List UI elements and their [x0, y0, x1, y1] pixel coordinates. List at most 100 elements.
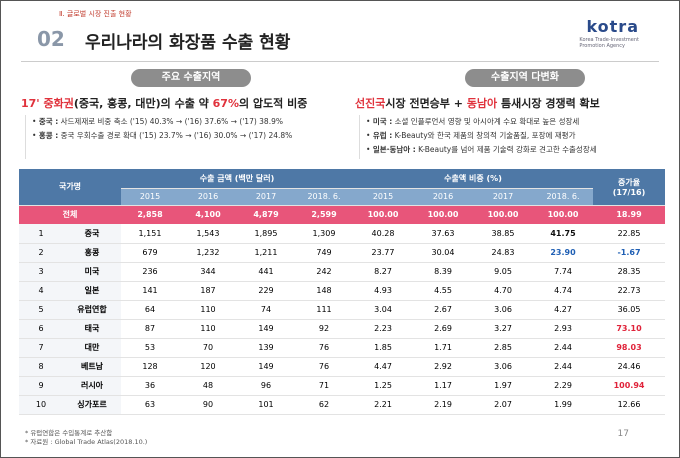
cell: 일본: [63, 281, 121, 301]
cell: 149: [237, 319, 295, 339]
bullet-text: K-Beauty와 한국 제품의 창의적 기술품질, 포장에 재평가: [394, 131, 576, 140]
table-row: 3 미국 236 344 441 242 8.27 8.39 9.05 7.74 28.35: [19, 262, 666, 282]
cell: 63: [121, 395, 179, 415]
table-row: 9 러시아 36 48 96 71 1.25 1.17 1.97 2.29 100.94: [19, 376, 666, 396]
cell: 2: [19, 243, 63, 263]
cell: 4: [19, 281, 63, 301]
cell: 4.74: [533, 281, 594, 301]
bullet-label: 홍콩 :: [38, 131, 59, 140]
cell: 48: [179, 376, 237, 396]
cell: 6: [19, 319, 63, 339]
cell: 441: [237, 262, 295, 282]
cell: 2.85: [473, 338, 533, 358]
year-header: 2017: [473, 188, 533, 206]
page-number: 17: [617, 429, 629, 439]
table-row: 10 싱가포르 63 90 101 62 2.21 2.19 2.07 1.99 12.66: [19, 395, 666, 415]
headline-part: 시장 전면승부 +: [385, 97, 467, 110]
cell: 148: [295, 281, 353, 301]
cell: 128: [121, 357, 179, 377]
headline-part: 67%: [212, 97, 239, 110]
cell: 1: [19, 224, 63, 244]
cell: 23.77: [353, 243, 413, 263]
logo: kotra: [586, 17, 639, 36]
panel-bullets: • 미국 : 소셜 인플루언서 영향 및 아시아계 수요 확대로 높은 성장세 •…: [359, 115, 597, 159]
cell: 87: [121, 319, 179, 339]
divider: [21, 61, 659, 62]
cell: 30.04: [413, 243, 473, 263]
cell: 전체: [19, 205, 121, 224]
footnote: * 유럽연합은 수입통계로 추산함: [25, 429, 113, 437]
cell: 2,858: [121, 205, 179, 224]
cell: 76: [295, 357, 353, 377]
cell: 2.29: [533, 376, 594, 396]
panel-label: 수출지역 다변화: [465, 69, 585, 87]
cell: 24.46: [593, 357, 666, 377]
cell: 149: [237, 357, 295, 377]
cell: 111: [295, 300, 353, 320]
cell: 41.75: [533, 224, 594, 244]
cell: 100.94: [593, 376, 666, 396]
cell: 9: [19, 376, 63, 396]
cell: 중국: [63, 224, 121, 244]
year-header: 2016: [413, 188, 473, 206]
cell: 110: [179, 300, 237, 320]
cell: 2.69: [413, 319, 473, 339]
cell: 679: [121, 243, 179, 263]
cell: 2.19: [413, 395, 473, 415]
table-row: 1 중국 1,151 1,543 1,895 1,309 40.28 37.63 38.85 41…: [19, 224, 666, 244]
cell: 1.97: [473, 376, 533, 396]
cell: 2.93: [533, 319, 594, 339]
bullet: • 미국 : 소셜 인플루언서 영향 및 아시아계 수요 확대로 높은 성장세: [366, 117, 580, 126]
cell: 3: [19, 262, 63, 282]
cell: 101: [237, 395, 295, 415]
cell: 1.85: [353, 338, 413, 358]
cell: 96: [237, 376, 295, 396]
cell: 7: [19, 338, 63, 358]
cell: 100.00: [413, 205, 473, 224]
bullet: • 중국 : 사드제재로 비중 축소 ('15) 40.3% → ('16) 3…: [32, 117, 283, 126]
section-number: 02: [37, 27, 65, 51]
cell: 4,100: [179, 205, 237, 224]
cell: 대만: [63, 338, 121, 358]
cell: 2.23: [353, 319, 413, 339]
cell: 싱가포르: [63, 395, 121, 415]
cell: 76: [295, 338, 353, 358]
cell: 28.35: [593, 262, 666, 282]
bullet-label: 일본·동남아 :: [372, 145, 416, 154]
cell: 23.90: [533, 243, 594, 263]
year-header: 2018. 6.: [533, 188, 594, 206]
cell: 4.55: [413, 281, 473, 301]
year-header: 2017: [237, 188, 295, 206]
cell: 3.04: [353, 300, 413, 320]
cell: 2,599: [295, 205, 353, 224]
cell: 1,309: [295, 224, 353, 244]
cell: 1,232: [179, 243, 237, 263]
cell: 1,895: [237, 224, 295, 244]
cell: 92: [295, 319, 353, 339]
cell: 7.74: [533, 262, 594, 282]
cell: 749: [295, 243, 353, 263]
cell: 22.85: [593, 224, 666, 244]
cell: 141: [121, 281, 179, 301]
footnotes: * 유럽연합은 수입통계로 추산함 * 자료원 : Global Trade At…: [25, 429, 147, 447]
cell: 64: [121, 300, 179, 320]
cell: 110: [179, 319, 237, 339]
table-row: 7 대만 53 70 139 76 1.85 1.71 2.85 2.44 98.03: [19, 338, 666, 358]
cell: 53: [121, 338, 179, 358]
panel-label: 주요 수출지역: [131, 69, 251, 87]
cell: 100.00: [473, 205, 533, 224]
cell: 3.06: [473, 357, 533, 377]
cell: 70: [179, 338, 237, 358]
table-row: 4 일본 141 187 229 148 4.93 4.55 4.70 4.74 22.73: [19, 281, 666, 301]
cell: 홍콩: [63, 243, 121, 263]
table-row: 5 유럽연합 64 110 74 111 3.04 2.67 3.06 4.27 36.05: [19, 300, 666, 320]
cell: 2.07: [473, 395, 533, 415]
cell: 1.25: [353, 376, 413, 396]
cell: 9.05: [473, 262, 533, 282]
cell: 100.00: [533, 205, 594, 224]
bullet-label: 유럽 :: [372, 131, 393, 140]
cell: 유럽연합: [63, 300, 121, 320]
headline-part: 17' 중화권: [21, 97, 74, 110]
cell: 62: [295, 395, 353, 415]
logo-line: Korea Trade-Investment: [579, 37, 639, 43]
